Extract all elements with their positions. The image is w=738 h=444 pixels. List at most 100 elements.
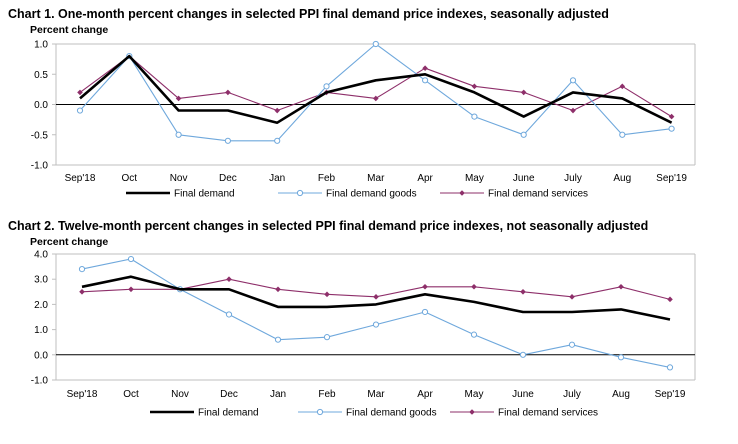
chart2-services-point (667, 296, 673, 303)
chart2-x-tick-label: Sep'18 (67, 389, 98, 400)
chart2-title: Chart 2. Twelve-month percent changes in… (8, 219, 649, 233)
chart1-services-point (422, 65, 428, 71)
chart1-services-point (570, 107, 576, 114)
chart2-services-point (226, 276, 232, 282)
chart1-x-tick-label: July (564, 173, 582, 184)
chart2-goods-point (127, 255, 135, 263)
chart1-x-tick-label: Sep'18 (65, 173, 96, 184)
chart2-legend-goods-marker (316, 408, 324, 416)
chart2-x-tick-label: May (465, 389, 484, 400)
chart2-x-tick-label: July (563, 389, 581, 400)
chart2-goods-point (519, 351, 527, 358)
chart1-x-tick-label: Apr (417, 173, 433, 184)
chart1-goods-point (569, 77, 577, 84)
chart2-services-point (520, 289, 526, 295)
chart1-goods-point (274, 137, 281, 144)
chart2-y-tick-label: -1.0 (31, 376, 49, 387)
chart1-goods-point (422, 77, 429, 84)
chart2-goods-point (666, 364, 674, 371)
chart2-final-demand-goods-line (81, 258, 671, 368)
chart2-x-tick-label: Feb (318, 389, 336, 400)
chart1-y-tick-label: -0.5 (31, 130, 49, 141)
chart1-services-point (668, 113, 675, 120)
chart1-goods-point (175, 131, 182, 138)
chart1-y-tick-label: 1.0 (34, 40, 48, 51)
chart1-goods-point (372, 40, 379, 48)
chart2-services-point (128, 286, 134, 293)
chart1-goods-point (323, 83, 330, 90)
chart2-x-tick-label: Jan (270, 389, 286, 400)
chart2-goods-point (274, 336, 282, 343)
chart2-x-tick-label: June (512, 389, 534, 400)
chart1-services-point (471, 83, 478, 90)
chart1-goods-point (224, 137, 231, 144)
chart1-x-tick-label: Jan (269, 173, 285, 184)
chart2-x-tick-label: Dec (220, 389, 238, 400)
chart1-goods-point (520, 131, 527, 138)
chart2-final-demand-line (81, 275, 671, 321)
chart2-goods-point (421, 308, 429, 316)
chart2-y-axis-title: Percent change (30, 236, 109, 248)
chart2-x-tick-label: Sep'19 (655, 389, 686, 400)
chart2-services-point (618, 283, 624, 290)
chart2-x-tick-label: Mar (367, 389, 385, 400)
chart1-title: Chart 1. One-month percent changes in se… (8, 7, 609, 21)
chart2-goods-point (323, 334, 331, 341)
chart2-y-tick-label: 2.0 (34, 300, 48, 311)
chart1-services-point (225, 89, 231, 96)
chart1-final-demand-services-line (79, 55, 672, 118)
chart1-legend-services-marker (459, 190, 465, 196)
chart2-services-point (471, 283, 477, 290)
chart2-goods-point (372, 321, 380, 328)
chart1-legend-goods-marker (296, 189, 304, 197)
chart1-final-demand-line (79, 54, 673, 124)
chart2-services-point (275, 286, 281, 293)
chart2-services-point (79, 289, 85, 295)
chart1-x-tick-label: June (513, 173, 535, 184)
chart1-legend-final-demand-goods-label: Final demand goods (326, 189, 417, 200)
chart1-legend-final-demand-label: Final demand (174, 189, 235, 200)
chart1-services-point (520, 89, 527, 96)
chart2-goods-point (78, 266, 86, 273)
chart1-goods-point (668, 125, 675, 132)
chart1-legend-final-demand-services-label: Final demand services (488, 189, 588, 200)
chart2-x-tick-label: Aug (612, 389, 630, 400)
chart2-goods-point (225, 311, 233, 318)
chart1-x-tick-label: Mar (367, 173, 385, 184)
chart2-services-point (324, 291, 330, 298)
chart1-services-point (373, 95, 379, 102)
chart1-goods-point (619, 131, 626, 138)
chart2-services-point (422, 283, 428, 290)
chart2-legend-final-demand-goods-label: Final demand goods (346, 408, 437, 419)
chart1-services-point (274, 107, 280, 114)
chart1-services-point (619, 83, 626, 90)
chart2-legend-final-demand-services-label: Final demand services (498, 408, 598, 419)
chart1-x-tick-label: Aug (613, 173, 631, 184)
chart1-x-tick-label: Nov (170, 173, 188, 184)
chart1-services-point (77, 89, 83, 96)
chart2-x-tick-label: Nov (171, 389, 189, 400)
chart1-y-axis-title: Percent change (30, 24, 109, 36)
chart2-legend-services-marker (469, 409, 475, 415)
chart2-y-tick-label: 4.0 (34, 250, 48, 261)
chart1-y-tick-label: 0.0 (34, 100, 48, 111)
chart1-x-tick-label: May (465, 173, 484, 184)
chart1-x-tick-label: Feb (318, 173, 336, 184)
chart1-goods-point (76, 107, 84, 114)
chart1-services-point (175, 95, 182, 102)
chart2-services-point (569, 294, 575, 300)
chart1-x-tick-label: Sep'19 (656, 173, 687, 184)
chart2-goods-point (470, 331, 478, 338)
chart2-x-tick-label: Oct (123, 389, 139, 400)
chart2-y-tick-label: 0.0 (34, 350, 48, 361)
chart2-x-tick-label: Apr (417, 389, 433, 400)
chart2-y-tick-label: 3.0 (34, 275, 48, 286)
chart1-goods-point (471, 113, 478, 120)
chart1-y-tick-label: 0.5 (34, 70, 48, 81)
chart1-x-tick-label: Oct (122, 173, 138, 184)
chart2-legend-final-demand-label: Final demand (198, 408, 259, 419)
chart2-y-tick-label: 1.0 (34, 325, 48, 336)
chart1-y-tick-label: -1.0 (31, 161, 49, 172)
chart1-x-tick-label: Dec (219, 173, 237, 184)
